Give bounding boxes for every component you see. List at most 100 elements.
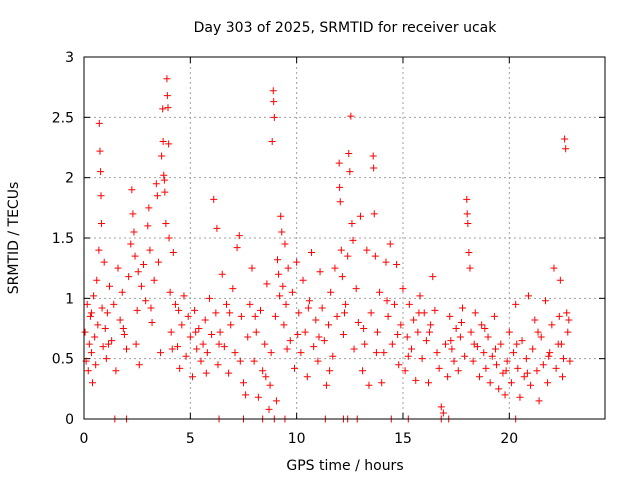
data-point bbox=[295, 309, 303, 317]
data-point bbox=[383, 297, 391, 305]
data-point bbox=[497, 340, 505, 348]
data-point bbox=[463, 195, 471, 203]
y-tick-label: 0.5 bbox=[52, 352, 74, 368]
data-point bbox=[163, 92, 171, 100]
data-point bbox=[257, 306, 265, 314]
data-point bbox=[251, 312, 259, 320]
data-point bbox=[329, 352, 337, 360]
data-point bbox=[152, 180, 160, 188]
data-point bbox=[250, 357, 258, 365]
data-point bbox=[145, 204, 153, 212]
data-point bbox=[161, 188, 169, 196]
data-point bbox=[163, 75, 171, 83]
data-point bbox=[208, 331, 216, 339]
data-point bbox=[112, 367, 120, 375]
data-point bbox=[480, 349, 488, 357]
data-point bbox=[193, 345, 201, 353]
data-point bbox=[164, 104, 172, 112]
data-point bbox=[94, 321, 102, 329]
data-point bbox=[491, 345, 499, 353]
data-point bbox=[416, 292, 424, 300]
data-point bbox=[514, 364, 522, 372]
data-point bbox=[233, 244, 241, 252]
data-point bbox=[524, 292, 532, 300]
data-point bbox=[180, 292, 188, 300]
data-point bbox=[384, 312, 392, 320]
data-point bbox=[101, 325, 109, 332]
data-point bbox=[370, 164, 378, 172]
data-point bbox=[518, 337, 526, 345]
data-point bbox=[388, 340, 396, 348]
data-point bbox=[166, 288, 174, 296]
data-point bbox=[127, 240, 135, 248]
y-tick-label: 2 bbox=[65, 171, 74, 187]
data-point bbox=[275, 270, 283, 278]
data-point bbox=[270, 113, 278, 121]
data-point bbox=[386, 240, 394, 248]
data-point bbox=[507, 379, 515, 387]
data-point bbox=[259, 367, 267, 375]
data-point bbox=[123, 345, 131, 353]
data-point bbox=[335, 159, 343, 167]
data-point bbox=[376, 288, 384, 296]
data-point bbox=[531, 316, 539, 324]
data-point bbox=[410, 316, 418, 324]
data-point bbox=[407, 345, 415, 353]
data-point bbox=[131, 252, 139, 260]
data-point bbox=[348, 220, 356, 228]
data-point bbox=[446, 312, 454, 320]
data-point bbox=[563, 309, 571, 317]
data-point bbox=[346, 168, 354, 176]
data-point bbox=[242, 391, 250, 399]
data-point bbox=[520, 373, 528, 381]
data-point bbox=[282, 300, 290, 308]
data-point bbox=[382, 258, 390, 266]
data-point bbox=[133, 306, 141, 314]
data-point bbox=[90, 292, 98, 300]
data-point bbox=[212, 309, 220, 317]
data-point bbox=[429, 273, 437, 281]
data-point bbox=[246, 300, 254, 308]
data-point bbox=[184, 312, 192, 320]
data-point bbox=[393, 261, 401, 269]
data-point bbox=[86, 312, 94, 320]
data-point bbox=[110, 300, 118, 308]
data-point bbox=[414, 328, 422, 336]
data-point bbox=[394, 331, 402, 339]
data-point bbox=[433, 349, 441, 357]
data-point bbox=[482, 364, 490, 372]
data-point bbox=[380, 349, 388, 357]
data-point bbox=[231, 349, 239, 357]
data-point bbox=[254, 393, 262, 401]
data-point bbox=[265, 405, 273, 413]
data-point bbox=[331, 264, 339, 272]
data-point bbox=[85, 340, 93, 348]
data-point bbox=[557, 340, 565, 348]
data-point bbox=[390, 300, 398, 308]
data-point bbox=[303, 373, 311, 381]
data-point bbox=[293, 258, 301, 266]
data-point bbox=[561, 135, 569, 143]
data-point bbox=[263, 280, 271, 288]
data-point bbox=[267, 349, 275, 357]
data-point bbox=[312, 316, 320, 324]
data-point bbox=[281, 240, 289, 248]
data-point bbox=[108, 337, 116, 345]
data-point bbox=[404, 352, 412, 360]
data-point bbox=[87, 349, 95, 357]
data-point bbox=[529, 345, 537, 353]
data-point bbox=[352, 285, 360, 293]
data-point bbox=[452, 325, 460, 332]
data-point bbox=[541, 297, 549, 305]
data-point bbox=[176, 364, 184, 372]
data-point bbox=[412, 376, 420, 384]
data-point bbox=[403, 333, 411, 341]
data-point bbox=[304, 304, 312, 312]
data-point bbox=[266, 381, 274, 389]
data-point bbox=[337, 246, 345, 254]
data-point bbox=[84, 367, 92, 375]
data-point bbox=[147, 304, 155, 312]
data-point bbox=[369, 152, 377, 160]
grid-lines bbox=[84, 57, 605, 419]
data-point bbox=[119, 325, 127, 332]
